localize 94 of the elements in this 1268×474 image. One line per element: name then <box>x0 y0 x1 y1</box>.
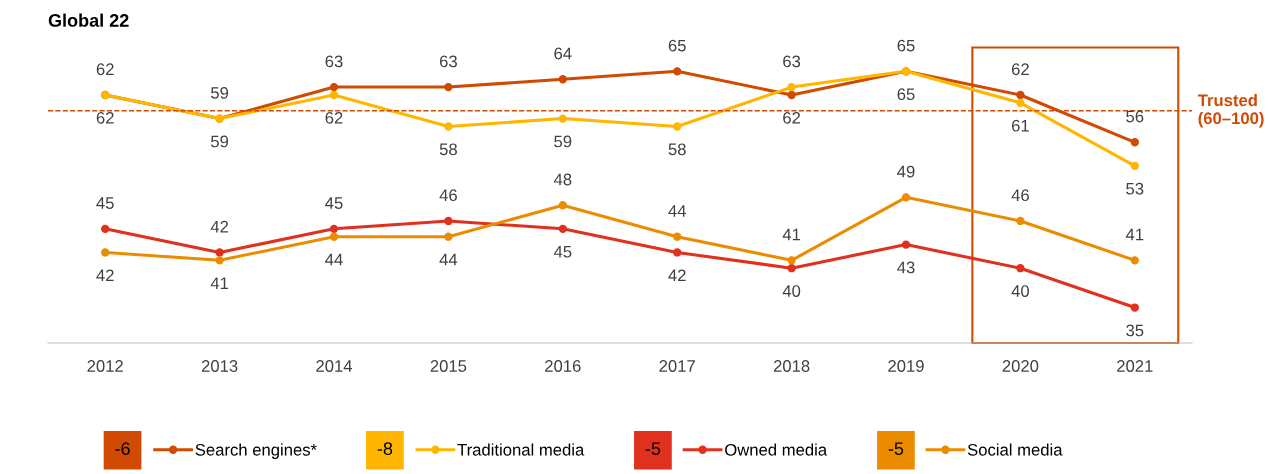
data-label: 62 <box>325 111 343 124</box>
chart-title: Global 22 <box>48 13 129 27</box>
point <box>329 82 339 92</box>
x-tick-label: 2015 <box>430 360 467 372</box>
x-tick-label: 2013 <box>201 360 238 372</box>
point <box>1016 98 1025 108</box>
point <box>1130 256 1139 265</box>
data-label: 42 <box>210 220 229 233</box>
x-tick-label: 2012 <box>87 360 123 372</box>
data-label: 59 <box>211 135 229 148</box>
data-label: 46 <box>439 189 457 202</box>
point <box>444 82 453 92</box>
data-label: 62 <box>96 111 114 124</box>
point <box>673 232 682 241</box>
point <box>1130 138 1139 147</box>
legend-label: Social media <box>967 443 1063 456</box>
data-label: 46 <box>1011 189 1029 202</box>
point <box>215 248 224 257</box>
point <box>787 256 796 265</box>
data-label: 64 <box>554 47 572 60</box>
data-label: 63 <box>439 55 457 68</box>
point <box>444 122 453 131</box>
point <box>901 240 911 249</box>
data-label: 63 <box>783 55 801 68</box>
x-tick-label: 2014 <box>316 360 353 372</box>
legend-label: Search engines* <box>195 443 317 459</box>
data-label: 48 <box>553 173 572 186</box>
point <box>1016 90 1025 100</box>
point <box>558 224 567 233</box>
point <box>444 232 453 241</box>
point <box>558 201 567 210</box>
data-label: 62 <box>783 111 801 124</box>
point <box>329 232 339 241</box>
data-label: 61 <box>1011 119 1029 132</box>
point <box>673 122 682 131</box>
point <box>1016 264 1025 273</box>
point <box>101 224 110 233</box>
data-label: 44 <box>668 205 686 217</box>
x-tick-label: 2016 <box>545 360 581 372</box>
data-label: 45 <box>325 197 343 209</box>
text: -5 <box>888 442 904 456</box>
text: -6 <box>115 442 130 456</box>
data-label: 41 <box>782 228 801 241</box>
data-label: 40 <box>1011 285 1030 297</box>
point <box>101 248 110 257</box>
point <box>787 264 796 273</box>
data-label: 44 <box>325 253 343 266</box>
data-label: 41 <box>210 277 229 289</box>
data-label: 45 <box>553 245 572 258</box>
point <box>901 193 911 202</box>
legend-label: Owned media <box>725 443 828 456</box>
point <box>558 75 567 84</box>
point <box>673 67 682 76</box>
data-label: 56 <box>1126 110 1144 123</box>
data-label: 53 <box>1126 182 1144 195</box>
data-label: 65 <box>897 39 915 52</box>
point <box>1130 303 1139 312</box>
x-tick-label: 2018 <box>773 360 810 372</box>
data-label: 62 <box>96 63 114 76</box>
data-label: 44 <box>439 253 458 266</box>
text: -8 <box>377 442 393 456</box>
data-label: 65 <box>668 39 686 52</box>
point <box>215 256 224 265</box>
data-label: 43 <box>897 261 915 274</box>
data-label: 58 <box>668 143 686 156</box>
point <box>1130 161 1139 171</box>
data-label: 40 <box>782 285 801 297</box>
point <box>558 114 567 123</box>
data-label: 49 <box>897 165 915 178</box>
x-tick-label: 2017 <box>659 360 695 372</box>
data-label: 62 <box>1011 63 1029 76</box>
text: -5 <box>645 442 661 456</box>
x-tick-label: 2021 <box>1117 360 1153 372</box>
data-label: 59 <box>211 86 229 99</box>
legend-label: Traditional media <box>457 443 585 456</box>
data-label: 35 <box>1126 324 1144 337</box>
point <box>787 90 796 100</box>
data-label: 42 <box>96 269 114 282</box>
point <box>329 90 339 100</box>
point <box>787 82 796 92</box>
point <box>329 224 339 233</box>
x-tick-label: 2019 <box>888 360 924 372</box>
data-label: 41 <box>1125 228 1144 241</box>
data-label: 65 <box>897 88 915 101</box>
point <box>673 248 682 257</box>
point <box>444 216 453 226</box>
data-label: 45 <box>96 197 114 209</box>
point <box>1016 216 1025 226</box>
data-label: 42 <box>668 269 686 282</box>
x-tick-label: 2020 <box>1002 360 1039 372</box>
data-label: 63 <box>325 55 343 68</box>
data-label: 59 <box>554 135 572 148</box>
data-label: 58 <box>439 143 457 156</box>
ref-line-label: Trusted (60–100) <box>1197 93 1264 128</box>
